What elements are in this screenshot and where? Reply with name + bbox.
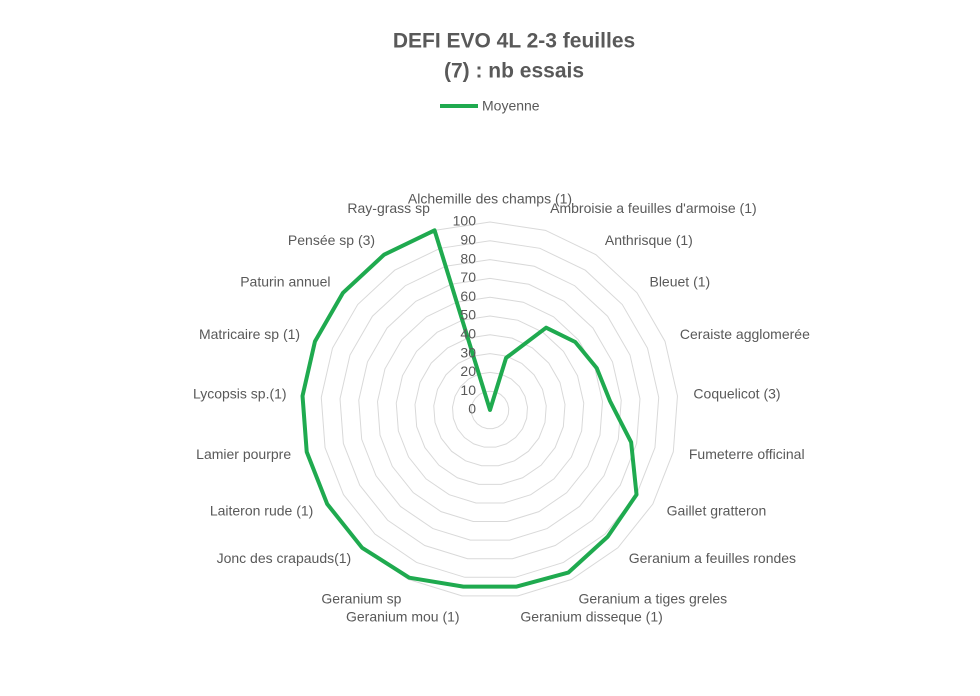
grid-ring: [339, 259, 641, 560]
legend-label: Moyenne: [482, 98, 540, 114]
category-label: Geranium a feuilles rondes: [629, 550, 796, 566]
series-line: [300, 228, 639, 589]
category-label: Jonc des crapauds(1): [217, 550, 352, 566]
category-label: Geranium sp: [321, 591, 401, 607]
r-tick-label: 40: [460, 326, 476, 342]
category-label: Geranium mou (1): [346, 608, 460, 624]
category-label: Ray-grass sp: [347, 200, 430, 216]
grid-ring: [358, 277, 622, 541]
r-tick-label: 10: [460, 382, 476, 398]
category-label: Lycopsis sp.(1): [193, 385, 287, 401]
r-tick-label: 70: [460, 269, 476, 285]
chart-title: (7) : nb essais: [444, 60, 584, 83]
r-tick-label: 20: [460, 363, 476, 379]
r-tick-label: 80: [460, 250, 476, 266]
category-label: Geranium a tiges greles: [579, 591, 728, 607]
category-label: Matricaire sp (1): [199, 326, 300, 342]
grid-ring: [395, 315, 585, 504]
category-label: Bleuet (1): [649, 274, 710, 290]
r-tick-label: 30: [460, 344, 476, 360]
grid-ring: [320, 240, 660, 578]
grid-ring: [452, 371, 528, 448]
category-label: Coquelicot (3): [693, 385, 780, 401]
grid-ring: [433, 353, 547, 467]
category-label: Alchemille des champs (1): [408, 191, 572, 207]
r-tick-label: 90: [460, 232, 476, 248]
category-label: Ceraiste agglomerée: [680, 326, 810, 342]
r-tick-label: 60: [460, 288, 476, 304]
category-label: Ambroisie a feuilles d'armoise (1): [550, 200, 757, 216]
category-label: Lamier pourpre: [196, 446, 291, 462]
category-label: Paturin annuel: [240, 274, 330, 290]
category-label: Anthrisque (1): [605, 232, 693, 248]
r-tick-label: 50: [460, 307, 476, 323]
grid-ring: [414, 334, 566, 485]
category-label: Laiteron rude (1): [210, 503, 314, 519]
r-tick-label: 0: [468, 401, 476, 417]
category-label: Gaillet gratteron: [667, 503, 767, 519]
r-tick-label: 100: [453, 213, 477, 229]
category-label: Pensée sp (3): [288, 232, 375, 248]
grid-ring: [470, 390, 510, 430]
category-label: Fumeterre officinal: [689, 446, 805, 462]
chart-title: DEFI EVO 4L 2-3 feuilles: [393, 30, 635, 53]
category-label: Geranium disseque (1): [520, 608, 662, 624]
